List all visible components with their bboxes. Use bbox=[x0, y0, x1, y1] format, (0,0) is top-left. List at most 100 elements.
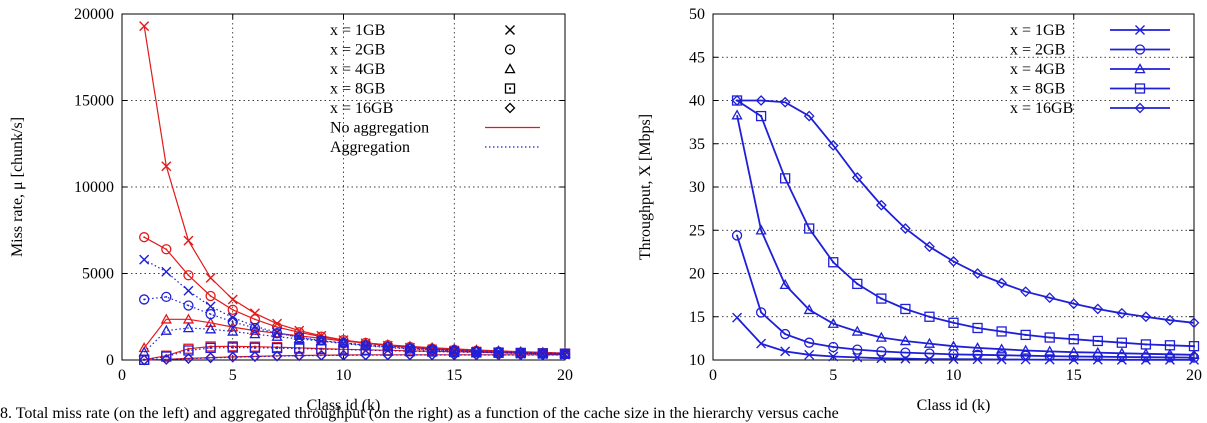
data-point bbox=[804, 349, 815, 360]
data-point bbox=[899, 335, 912, 346]
data-point bbox=[779, 96, 791, 108]
x-tick-label: 10 bbox=[946, 367, 962, 384]
data-point bbox=[471, 347, 482, 358]
y-tick-label: 5000 bbox=[82, 266, 114, 283]
data-point bbox=[827, 140, 839, 151]
throughput-chart: 0 5 10 15 20 10 15 20 25 30 35 40 45 50 Class id (k) Th… bbox=[637, 6, 1202, 414]
y-tick-label: 40 bbox=[689, 93, 705, 110]
data-point bbox=[1092, 303, 1104, 315]
data-point bbox=[182, 322, 195, 333]
x-tick-label: 10 bbox=[336, 367, 352, 384]
data-point bbox=[755, 224, 767, 235]
data-point bbox=[426, 349, 438, 361]
series-aggregation-diamond bbox=[138, 349, 571, 366]
data-point bbox=[470, 349, 482, 361]
data-point bbox=[271, 330, 283, 341]
data-point bbox=[449, 346, 460, 358]
data-point bbox=[1020, 286, 1032, 298]
data-point bbox=[851, 172, 863, 183]
data-point bbox=[1044, 332, 1055, 343]
data-point bbox=[1164, 314, 1176, 326]
data-point bbox=[731, 230, 743, 241]
data-point bbox=[515, 347, 526, 359]
series-x-4gb bbox=[731, 109, 1200, 360]
data-point bbox=[360, 349, 372, 361]
data-point bbox=[948, 317, 959, 328]
data-point bbox=[160, 354, 172, 365]
data-point bbox=[205, 290, 216, 302]
data-point bbox=[828, 341, 839, 353]
data-point bbox=[183, 353, 194, 365]
data-point bbox=[924, 241, 935, 253]
legend-marker bbox=[504, 83, 516, 94]
data-point bbox=[1140, 347, 1152, 359]
data-point bbox=[183, 270, 194, 281]
data-point bbox=[1116, 337, 1127, 348]
data-point bbox=[294, 343, 305, 354]
data-point bbox=[899, 223, 911, 234]
data-point bbox=[559, 348, 571, 359]
y-tick-label: 30 bbox=[689, 179, 705, 196]
y-tick-label: 0 bbox=[106, 352, 114, 369]
data-point bbox=[205, 272, 216, 283]
legend-marker bbox=[504, 44, 516, 55]
data-point bbox=[1140, 339, 1152, 350]
data-point bbox=[139, 254, 150, 265]
data-point bbox=[995, 343, 1008, 354]
data-point bbox=[293, 350, 305, 362]
data-point bbox=[227, 321, 239, 332]
legend-label: x = 2GB bbox=[1010, 42, 1065, 59]
legend-label: x = 16GB bbox=[1010, 100, 1073, 117]
data-point bbox=[947, 340, 960, 351]
data-point bbox=[732, 312, 743, 323]
data-point bbox=[1188, 341, 1200, 352]
data-point bbox=[948, 255, 959, 267]
series-line bbox=[144, 296, 566, 355]
series-no-aggregation-triangle bbox=[138, 313, 571, 358]
data-point bbox=[731, 109, 743, 120]
x-tick-label: 15 bbox=[1066, 367, 1082, 384]
data-point bbox=[852, 278, 863, 290]
data-point bbox=[470, 344, 483, 355]
miss-rate-chart: 0 5 10 15 20 0 5000 10000 15000 20000 Class id (k)… bbox=[9, 6, 573, 414]
data-point bbox=[382, 349, 394, 361]
data-point bbox=[161, 351, 172, 362]
data-point bbox=[249, 321, 260, 332]
y-tick-label: 20 bbox=[689, 266, 705, 283]
data-point bbox=[1068, 346, 1080, 357]
data-point bbox=[293, 333, 305, 344]
data-point bbox=[493, 347, 504, 358]
legend-label: x = 2GB bbox=[330, 42, 385, 59]
data-point bbox=[537, 349, 549, 361]
x-axis-label: Class id (k) bbox=[917, 397, 991, 414]
data-point bbox=[160, 324, 172, 335]
data-point bbox=[139, 21, 150, 32]
legend-marker bbox=[505, 25, 515, 35]
data-point bbox=[828, 257, 839, 268]
data-point bbox=[851, 325, 863, 336]
legend: x = 1GB x = 2GB x = 4GB x = 8GB x = 16GB bbox=[1010, 22, 1170, 117]
data-point bbox=[804, 223, 815, 234]
data-point bbox=[205, 352, 217, 364]
legend-marker bbox=[1135, 25, 1145, 35]
series-x-8gb bbox=[731, 95, 1200, 352]
y-tick-label: 35 bbox=[689, 136, 705, 153]
data-point bbox=[161, 244, 172, 255]
data-point bbox=[972, 322, 983, 334]
data-point bbox=[876, 346, 887, 357]
data-point bbox=[996, 326, 1007, 337]
data-point bbox=[294, 332, 305, 343]
data-point bbox=[1140, 311, 1152, 323]
data-point bbox=[205, 301, 216, 312]
legend: x = 1GB x = 2GB x = 4GB x = 8GB x = 16GB No a… bbox=[330, 22, 540, 156]
legend-label: Aggregation bbox=[330, 139, 410, 156]
legend-label: x = 4GB bbox=[1010, 61, 1065, 78]
data-point bbox=[492, 345, 505, 356]
x-tick-label: 0 bbox=[118, 367, 126, 384]
data-point bbox=[900, 303, 911, 315]
data-point bbox=[1116, 307, 1128, 319]
series-aggregation-square bbox=[138, 342, 571, 365]
series-line bbox=[736, 99, 1195, 348]
data-point bbox=[875, 331, 887, 342]
